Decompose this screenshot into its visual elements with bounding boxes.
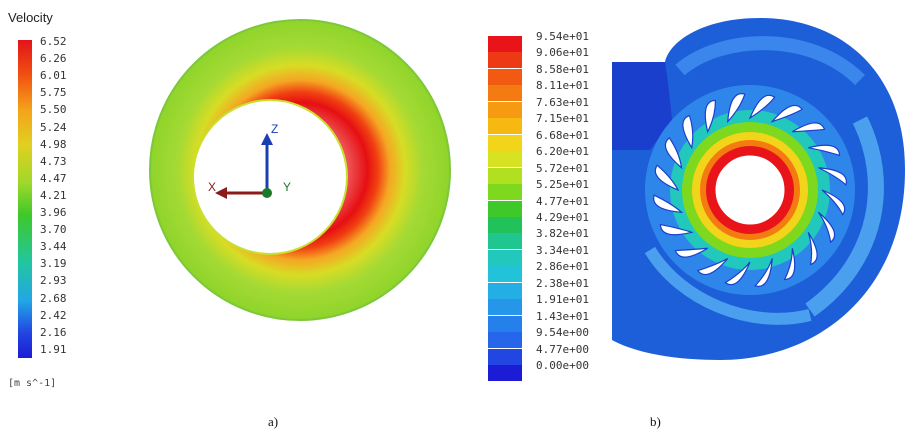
colorbar-tick: 3.19 <box>40 257 67 271</box>
colorbar-swatch <box>488 216 522 233</box>
colorbar-swatch <box>488 249 522 266</box>
colorbar-swatch <box>488 151 522 168</box>
legend-title: Velocity <box>8 10 53 25</box>
colorbar-swatch <box>488 52 522 69</box>
colorbar-tick: 6.52 <box>40 35 67 48</box>
blade <box>817 211 836 244</box>
colorbar-tick: 6.20e+01 <box>536 145 589 159</box>
blade <box>821 189 846 216</box>
blade <box>807 232 818 266</box>
blade <box>724 261 751 286</box>
colorbar-tick: 4.98 <box>40 137 67 151</box>
axis-triad <box>215 133 273 199</box>
colorbar-swatch <box>488 365 522 381</box>
colorbar-tick: 6.26 <box>40 52 67 66</box>
colorbar-swatch <box>488 233 522 250</box>
colorbar-swatch <box>488 85 522 102</box>
colorbar-tick: 2.42 <box>40 308 67 322</box>
colorbar-tick: 4.21 <box>40 188 67 202</box>
colorbar-tick: 2.68 <box>40 291 67 305</box>
colorbar-swatch <box>488 282 522 299</box>
colorbar-swatch <box>488 118 522 135</box>
caption-a: a) <box>268 414 279 429</box>
annulus-contour <box>149 19 451 321</box>
colorbar-tick: 5.25e+01 <box>536 178 589 192</box>
colorbar-tick: 4.73 <box>40 154 67 168</box>
colorbar-tick: 5.50 <box>40 103 67 117</box>
colorbar-tick: 1.91 <box>40 342 67 356</box>
colorbar-swatch <box>488 101 522 118</box>
axis-z-label: Z <box>271 122 279 136</box>
colorbar-tick: 2.93 <box>40 274 67 288</box>
colorbar-swatch <box>488 36 522 52</box>
colorbar-tick: 3.34e+01 <box>536 243 589 257</box>
colorbar-tick: 8.11e+01 <box>536 79 589 93</box>
blade <box>704 99 717 134</box>
axis-x-label: X <box>208 180 217 194</box>
blade <box>664 136 683 170</box>
colorbar-swatch <box>488 184 522 201</box>
colorbar-swatch <box>488 266 522 283</box>
blade <box>808 144 841 157</box>
colorbar-tick: 7.63e+01 <box>536 95 589 109</box>
colorbar-tick: 2.38e+01 <box>536 276 589 290</box>
colorbar-tick: 3.70 <box>40 223 67 237</box>
panel-a-velocity-contour: Velocity 6.52 6.26 6.01 5.75 5.50 5.24 4.98 4.7… <box>8 10 451 429</box>
colorbar-tick: 2.16 <box>40 325 67 339</box>
blade <box>792 122 826 133</box>
caption-b: b) <box>650 414 661 429</box>
colorbar-swatch <box>488 348 522 365</box>
colorbar-tick: 3.82e+01 <box>536 227 589 241</box>
blade <box>748 94 776 120</box>
legend-unit: [m s^-1] <box>8 378 57 389</box>
blade <box>770 104 804 123</box>
colorbar-tick: 9.54e+01 <box>536 30 589 43</box>
velocity-colorbar <box>18 40 32 358</box>
blade <box>727 93 746 124</box>
blade <box>674 247 708 258</box>
panel-b-pressure-contour: 9.54e+01 9.06e+01 8.58e+01 8.11e+01 7.63e+01… <box>460 0 920 437</box>
blade <box>783 248 796 281</box>
blade <box>754 258 773 287</box>
colorbar-tick: 8.58e+01 <box>536 62 589 76</box>
colorbar-tick: 5.72e+01 <box>536 161 589 175</box>
blade <box>659 223 694 236</box>
blade <box>818 167 847 186</box>
colorbar-tick: 5.75 <box>40 86 67 100</box>
colorbar-tick: 1.91e+01 <box>536 293 589 307</box>
colorbar-tick: 0.00e+00 <box>536 359 589 372</box>
blade <box>654 164 680 192</box>
colorbar-tick: 6.01 <box>40 69 67 83</box>
colorbar-tick: 7.15e+01 <box>536 112 589 126</box>
colorbar-swatch <box>488 200 522 217</box>
colorbar-swatch <box>488 68 522 85</box>
colorbar-tick: 9.06e+01 <box>536 46 589 60</box>
colorbar-tick: 3.96 <box>40 206 67 219</box>
colorbar-tick: 4.77e+00 <box>536 342 589 356</box>
blade <box>653 194 684 213</box>
colorbar-tick: 4.29e+01 <box>536 210 589 224</box>
colorbar-swatch <box>488 315 522 332</box>
turbine-blades <box>653 93 847 287</box>
blade <box>682 114 694 150</box>
colorbar-tick: 1.43e+01 <box>536 309 589 323</box>
colorbar-tick: 6.68e+01 <box>536 128 589 142</box>
turbine-contour <box>612 18 905 360</box>
axis-y-label: Y <box>283 180 292 194</box>
colorbar-tick: 5.24 <box>40 120 67 134</box>
colorbar-tick: 9.54e+00 <box>536 326 589 340</box>
colorbar-tick: 4.77e+01 <box>536 194 589 208</box>
blade <box>696 257 729 276</box>
colorbar-swatch <box>488 134 522 151</box>
colorbar-swatch <box>488 299 522 316</box>
colorbar-swatch <box>488 167 522 184</box>
colorbar-tick: 2.86e+01 <box>536 260 589 274</box>
colorbar-tick: 3.44 <box>40 240 67 254</box>
colorbar-swatch <box>488 332 522 349</box>
inner-hole <box>192 99 348 255</box>
colorbar-tick: 4.47 <box>40 171 67 185</box>
